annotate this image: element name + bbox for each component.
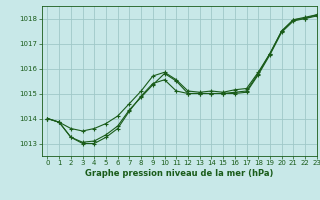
X-axis label: Graphe pression niveau de la mer (hPa): Graphe pression niveau de la mer (hPa) [85, 169, 273, 178]
